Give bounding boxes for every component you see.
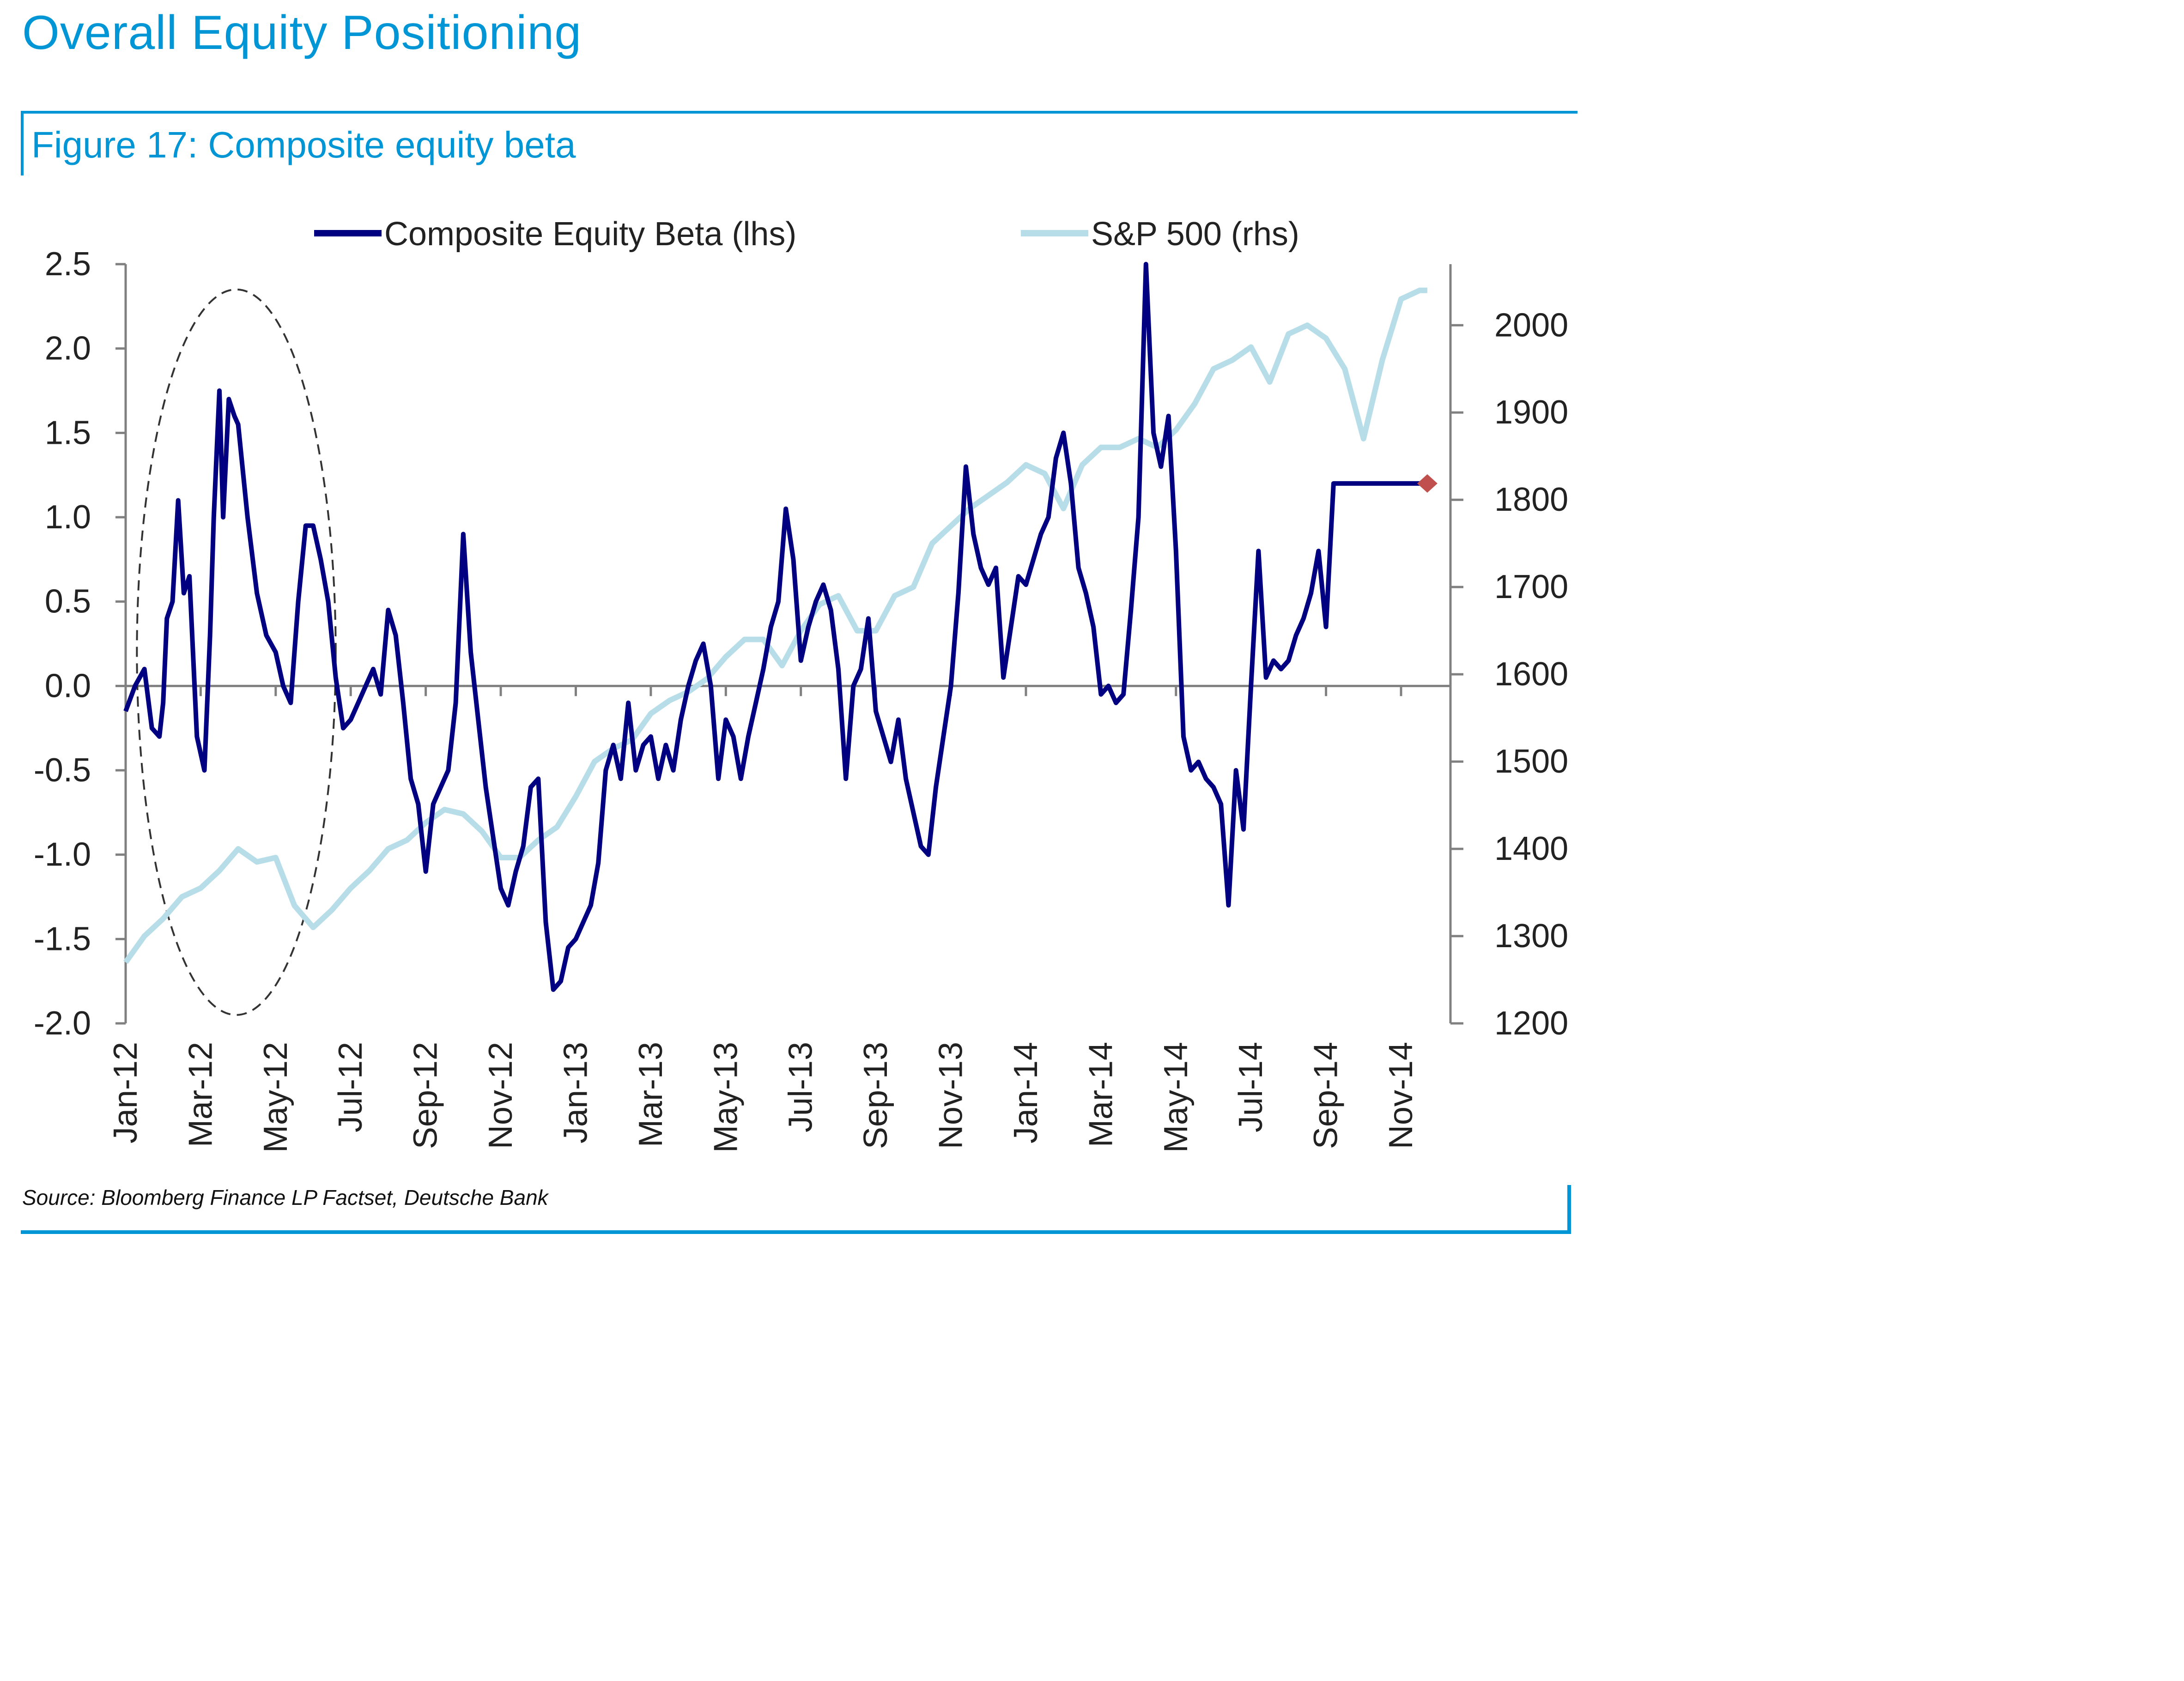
right-tick-label: 2000 [1494, 307, 1568, 344]
x-tick-label: Mar-13 [632, 1042, 669, 1147]
x-tick-label: Jul-12 [332, 1042, 369, 1132]
left-tick-label: 2.0 [45, 330, 91, 367]
left-tick-label: 1.0 [45, 499, 91, 536]
x-tick-label: Sep-13 [857, 1042, 894, 1149]
x-tick-label: Jan-13 [557, 1042, 594, 1143]
right-tick-label: 1200 [1494, 1005, 1568, 1042]
legend: Composite Equity Beta (lhs) S&P 500 (rhs) [314, 216, 1299, 253]
legend-label-beta: Composite Equity Beta (lhs) [384, 216, 796, 253]
x-tick-label: Jan-14 [1007, 1042, 1044, 1143]
x-tick-label: Nov-14 [1383, 1042, 1420, 1149]
right-tick-label: 1700 [1494, 568, 1568, 605]
x-tick-label: May-12 [257, 1042, 294, 1153]
spx-series-line [123, 287, 1427, 964]
right-tick-label: 1900 [1494, 394, 1568, 431]
left-tick-label: 0.0 [45, 667, 91, 704]
left-tick-label: -1.5 [34, 920, 91, 957]
series-layer [123, 262, 1438, 992]
left-tick-label: 0.5 [45, 583, 91, 620]
figure-top-rule [21, 111, 1577, 114]
left-tick-label: -0.5 [34, 752, 91, 789]
right-tick-label: 1400 [1494, 830, 1568, 867]
tick-labels: 2.5 2.0 1.5 1.0 0.5 0.0 -0.5 -1.0 -1.5 -2.0 2000 19… [34, 246, 1568, 1153]
x-tick-label: Nov-12 [482, 1042, 519, 1149]
x-tick-label: Mar-12 [182, 1042, 219, 1147]
x-tick-label: Sep-12 [407, 1042, 444, 1149]
x-tick-label: May-14 [1158, 1042, 1195, 1153]
page-title: Overall Equity Positioning [22, 6, 582, 60]
figure-left-rule [21, 111, 24, 175]
x-tick-label: Jul-14 [1232, 1042, 1269, 1132]
left-tick-label: 1.5 [45, 414, 91, 451]
figure-bottom-rule [21, 1230, 1571, 1234]
latest-value-marker [1417, 474, 1438, 493]
left-tick-label: -1.0 [34, 836, 91, 873]
composite-beta-chart: 2.5 2.0 1.5 1.0 0.5 0.0 -0.5 -1.0 -1.5 -2.0 2000 19… [34, 216, 1568, 1153]
x-tick-label: Sep-14 [1308, 1042, 1345, 1149]
x-tick-label: Nov-13 [933, 1042, 970, 1149]
x-tick-label: Jan-12 [107, 1042, 144, 1143]
right-tick-label: 1600 [1494, 656, 1568, 693]
left-tick-label: 2.5 [45, 246, 91, 283]
right-tick-label: 1500 [1494, 743, 1568, 780]
beta-series-line [123, 262, 1427, 992]
right-tick-label: 1300 [1494, 918, 1568, 955]
figure-title: Figure 17: Composite equity beta [31, 124, 576, 165]
left-tick-label: -2.0 [34, 1005, 91, 1042]
source-note: Source: Bloomberg Finance LP Factset, De… [22, 1185, 548, 1209]
axes [115, 263, 1463, 1025]
annotation-ellipse [136, 288, 337, 1016]
x-tick-label: May-13 [707, 1042, 744, 1153]
x-tick-label: Mar-14 [1082, 1042, 1119, 1147]
figure-right-rule [1567, 1185, 1571, 1234]
right-tick-label: 1800 [1494, 481, 1568, 518]
legend-label-spx: S&P 500 (rhs) [1091, 216, 1299, 253]
annotation-layer [136, 288, 337, 1016]
x-tick-label: Jul-13 [783, 1042, 819, 1132]
